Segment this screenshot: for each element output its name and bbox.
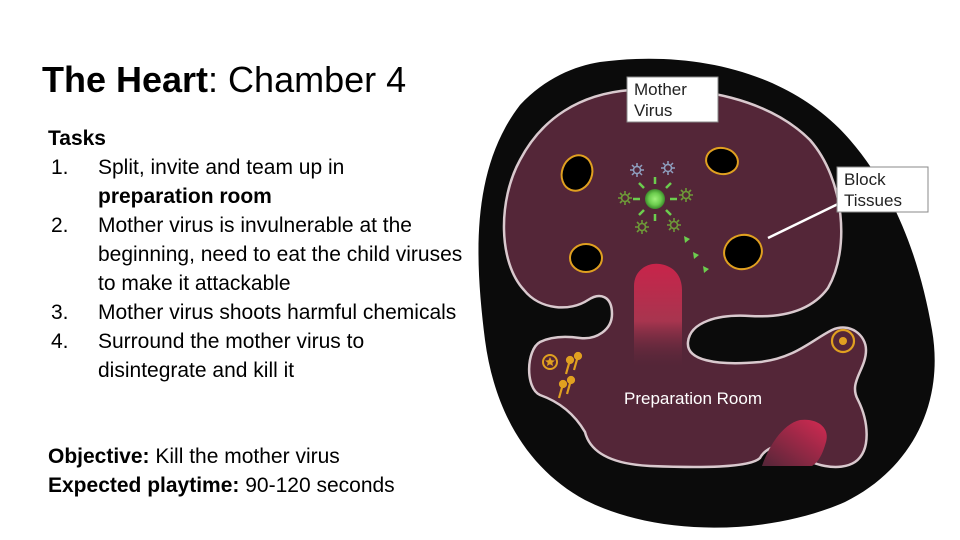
split-node-icon <box>564 351 583 375</box>
objective-value: Kill the mother virus <box>149 445 340 468</box>
portal-icon <box>830 328 856 354</box>
mother-callout-line2: Virus <box>634 101 672 120</box>
task-text-bold: preparation room <box>98 185 272 208</box>
slide-title: The Heart: Chamber 4 <box>42 58 406 102</box>
task-item: 1. Split, invite and team up in preparati… <box>48 153 478 211</box>
child-virus <box>618 191 632 205</box>
block-tissue <box>723 233 763 271</box>
split-node-icon <box>557 375 576 399</box>
slide-footer: Objective: Kill the mother virus Expecte… <box>48 442 395 500</box>
blood-vessel <box>634 263 682 368</box>
task-text: Split, invite and team up in preparation … <box>98 153 478 211</box>
task-text: Surround the mother virus to disintegrat… <box>98 330 365 382</box>
block-callout-line2: Tissues <box>844 191 902 210</box>
block-tissue <box>569 243 603 273</box>
playtime-label: Expected playtime: <box>48 474 240 497</box>
block-callout-line <box>767 202 839 240</box>
chemical-shot <box>684 236 690 243</box>
block-callout-line1: Block <box>844 170 886 189</box>
task-item: 3. Mother virus shoots harmful chemicals <box>48 298 478 327</box>
block-tissue <box>705 146 739 176</box>
preparation-room-label: Preparation Room <box>624 389 762 408</box>
tasks-heading: Tasks <box>48 127 106 150</box>
mother-callout-box <box>626 76 719 123</box>
chemical-shot <box>703 266 709 273</box>
task-text: Mother virus shoots harmful chemicals <box>98 301 457 324</box>
child-virus <box>661 161 675 175</box>
mother-callout-line1: Mother <box>634 80 687 99</box>
playtime-value: 90-120 seconds <box>239 474 395 497</box>
task-number: 1. <box>51 156 69 179</box>
task-number: 2. <box>51 214 69 237</box>
blood-vessel <box>762 419 827 466</box>
task-number: 4. <box>51 330 69 353</box>
task-text: Mother virus is invulnerable at the begi… <box>98 214 463 295</box>
playtime-line: Expected playtime: 90-120 seconds <box>48 471 395 500</box>
child-virus <box>630 163 644 177</box>
task-item: 2. Mother virus is invulnerable at the b… <box>48 211 478 298</box>
star-badge-icon <box>542 354 558 370</box>
child-virus <box>667 218 681 232</box>
objective-line: Objective: Kill the mother virus <box>48 442 395 471</box>
block-tissue <box>560 154 594 192</box>
block-callout-box <box>836 166 929 213</box>
child-virus <box>635 220 649 234</box>
mother-virus <box>633 177 677 221</box>
title-bold: The Heart <box>42 59 209 100</box>
task-text-plain: Split, invite and team up in <box>98 156 345 179</box>
child-virus <box>679 188 693 202</box>
tasks-list: Tasks 1. Split, invite and team up in pre… <box>48 124 478 385</box>
objective-label: Objective: <box>48 445 150 468</box>
task-item: 4. Surround the mother virus to disinteg… <box>48 327 478 385</box>
task-number: 3. <box>51 301 69 324</box>
chemical-shot <box>693 252 699 259</box>
title-rest: : Chamber 4 <box>208 59 407 100</box>
